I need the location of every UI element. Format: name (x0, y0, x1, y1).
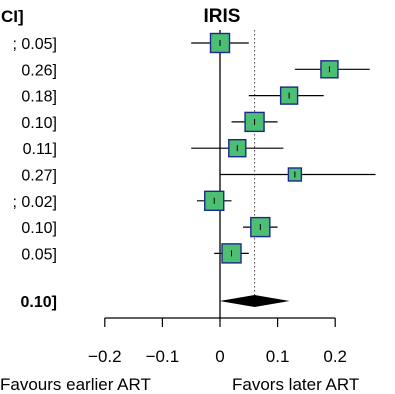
ci-label: 0.10] (21, 220, 57, 237)
x-axis: −0.2 −0.1 0 0.1 0.2 (88, 317, 347, 366)
ci-label: 0.18] (21, 89, 57, 106)
x-tick-label: −0.1 (146, 347, 180, 366)
x-tick-label: 0 (215, 347, 224, 366)
x-tick-label: 0.2 (323, 347, 347, 366)
ci-label: ; 0.02] (13, 194, 57, 211)
x-tick-label: −0.2 (88, 347, 122, 366)
summary-ci-label: 0.10] (21, 294, 57, 311)
panel-title: IRIS (204, 6, 241, 27)
x-axis-label-right: Favors later ART (232, 375, 359, 394)
ci-label: 0.27] (21, 168, 57, 185)
ci-label: 0.05] (21, 246, 57, 263)
study-rows: ; 0.05] 0.26] 0.18] 0.10] 0.11] 0.27] ; 0.02] 0… (13, 30, 376, 318)
ci-label: ; 0.05] (13, 36, 57, 53)
ci-label: 0.11] (23, 141, 57, 158)
summary-diamond (219, 295, 290, 307)
ci-column-header: CI] (1, 7, 24, 26)
ci-label: 0.10] (21, 115, 57, 132)
x-tick-label: 0.1 (266, 347, 290, 366)
x-axis-label-left: Favours earlier ART (0, 375, 151, 394)
ci-label: 0.26] (21, 62, 57, 79)
